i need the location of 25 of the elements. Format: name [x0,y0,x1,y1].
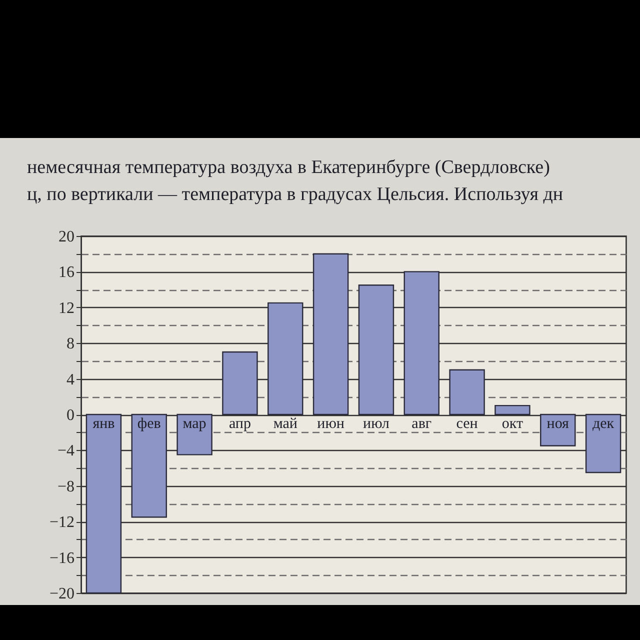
x-tick-label: ноя [546,416,570,432]
x-tick-label: июн [317,416,344,432]
x-tick-label: окт [502,416,524,432]
x-tick-label: сен [456,416,478,432]
x-tick-label: апр [228,416,251,432]
y-tick-label: 16 [58,264,74,282]
y-tick-label: −16 [49,550,74,567]
y-tick-label: −4 [57,442,74,460]
x-tick-label: мар [182,416,206,432]
chart-subtitle: ц, по вертикали — температура в градусах Цельсия. Используя дн [26,184,564,205]
y-tick-label: 4 [66,371,74,388]
y-tick-label: 12 [58,300,74,317]
chart-title: немесячная температура воздуха в Екатеринбурге (Свердловске) [26,157,550,178]
x-tick-label: авг [412,416,432,432]
y-tick-label: 8 [66,336,74,353]
y-tick-label: −12 [49,514,74,532]
x-tick-label: май [273,416,298,432]
x-tick-label: фев [137,416,161,432]
x-tick-label: дек [592,416,615,432]
y-tick-label: −20 [49,586,74,602]
y-tick-label: 0 [66,407,74,424]
y-tick-label: 20 [58,228,74,246]
y-tick-label: −8 [57,478,74,496]
x-tick-label: янв [92,416,115,432]
x-tick-label: июл [363,416,390,432]
